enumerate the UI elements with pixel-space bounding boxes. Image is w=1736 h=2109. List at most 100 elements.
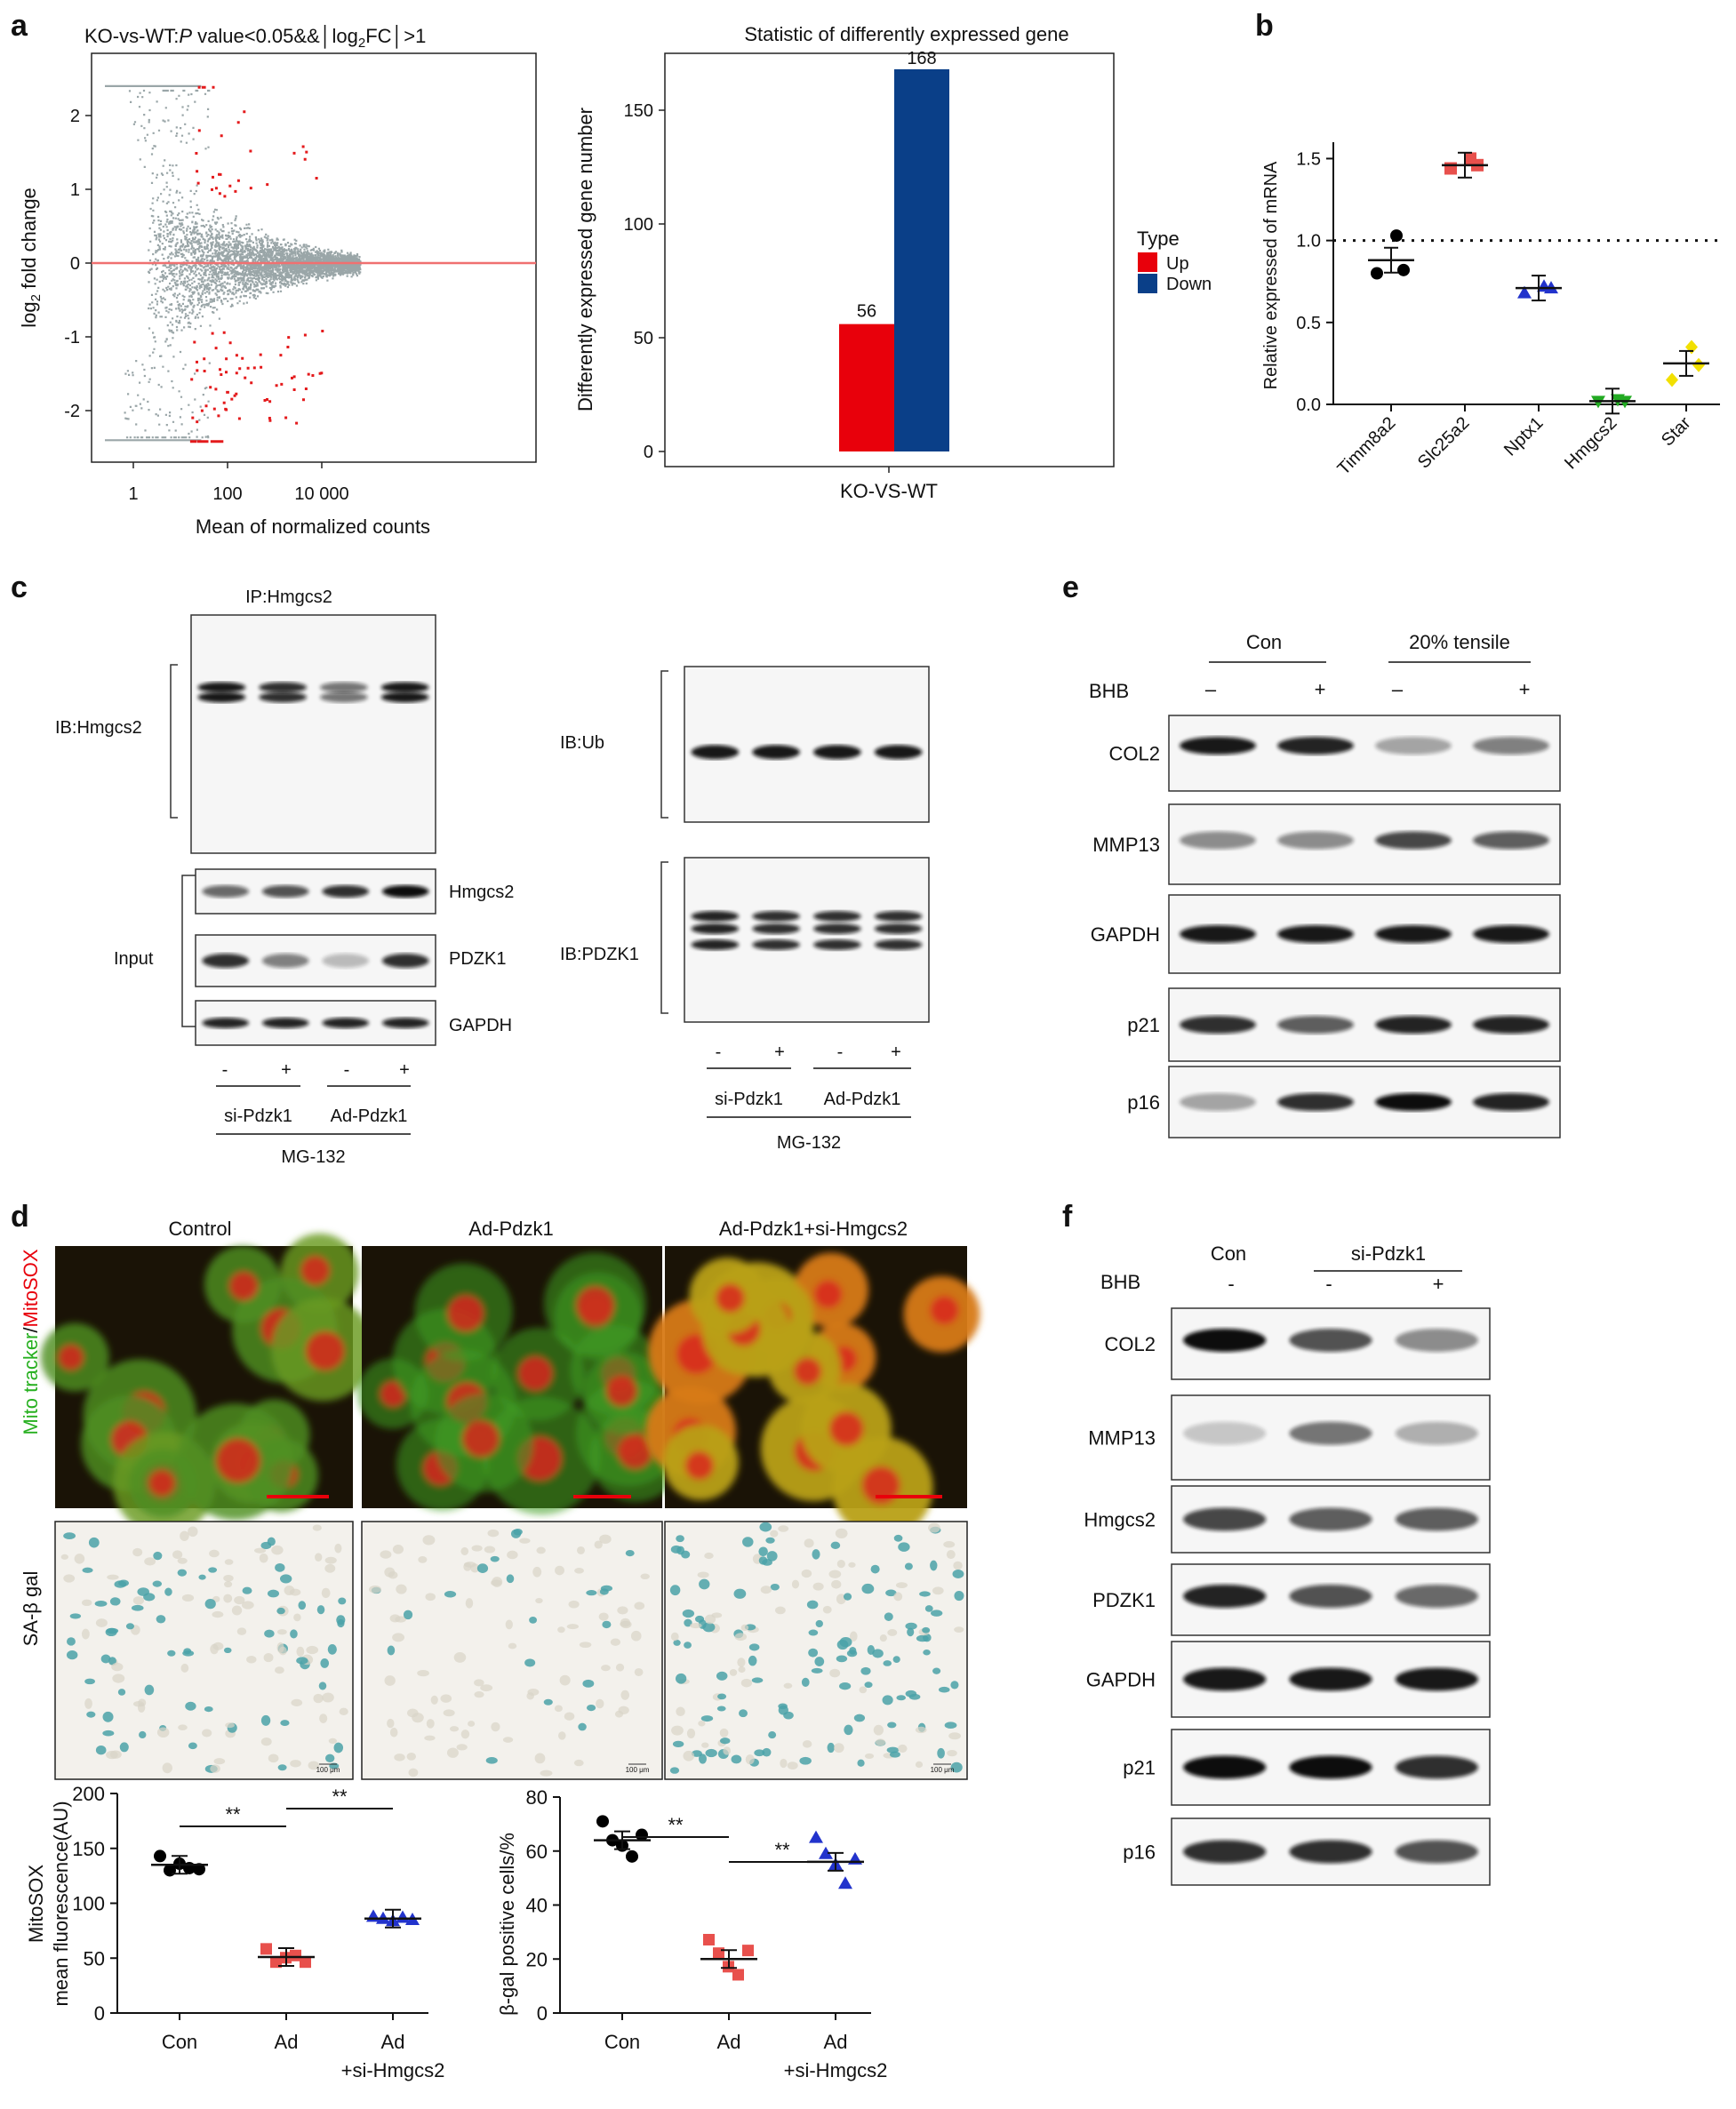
- sa-gal-cell: [277, 1764, 287, 1771]
- qpcr-y-tick-label: 0.0: [1296, 395, 1321, 415]
- sa-gal-cell: [476, 1563, 489, 1573]
- sa-gal-cell: [535, 1597, 543, 1604]
- sa-gal-cell: [95, 1618, 108, 1627]
- sa-gal-cell: [931, 1610, 943, 1617]
- sa-gal-cell: [833, 1743, 844, 1754]
- input-pdzk1-blot-band: [202, 954, 250, 968]
- sa-gal-cell: [555, 1565, 564, 1576]
- sa-gal-cell: [720, 1738, 731, 1745]
- sa-gal-cell: [733, 1588, 747, 1599]
- sa-gal-cell: [873, 1724, 884, 1736]
- sa-gal-cell: [783, 1711, 794, 1720]
- beta-gal-y-tick-label: 20: [526, 1948, 548, 1970]
- input-hmgcs2-blot: [195, 868, 436, 915]
- ib-pdzk1-blot-band: [752, 939, 800, 950]
- ip-hmgcs2-blot-band: [320, 691, 368, 703]
- e-blot-row-band: [1277, 1016, 1354, 1034]
- sa-gal-cell: [717, 1693, 727, 1700]
- sa-gal-cell: [676, 1535, 684, 1543]
- sa-gal-cell: [836, 1560, 845, 1569]
- sa-gal-cell: [210, 1764, 220, 1773]
- sa-gal-cell: [704, 1552, 714, 1560]
- sa-gal-cell: [574, 1568, 584, 1574]
- sa-gal-cell: [848, 1562, 856, 1568]
- sa-gal-cell: [312, 1524, 322, 1531]
- sa-gal-cell: [682, 1609, 695, 1618]
- sa-gal-cell: [109, 1597, 121, 1606]
- sa-gal-cell: [384, 1567, 396, 1578]
- sa-gal-cell: [172, 1550, 183, 1560]
- sa-gal-cell: [719, 1728, 729, 1738]
- ip-hmgcs2-blot-band: [320, 682, 368, 693]
- sa-gal-cell: [107, 1574, 119, 1580]
- sa-gal-cell: [86, 1711, 96, 1718]
- lane-sign: -: [716, 1043, 722, 1062]
- ib-pdzk1-blot-band: [752, 911, 800, 922]
- f-row-label: Hmgcs2: [1084, 1509, 1156, 1531]
- ma-y-tick-label: 1: [70, 180, 80, 200]
- sa-gal-cell: [946, 1550, 956, 1560]
- ib-pdzk1-blot-band: [691, 939, 740, 950]
- f-row-label: p16: [1123, 1841, 1156, 1864]
- beta-gal-x-label: Ad: [717, 2031, 741, 2053]
- sa-gal-cell: [774, 1606, 786, 1615]
- qpcr-y-axis-label: Relative expressed of mRNA: [1261, 161, 1281, 389]
- sa-gal-cell: [63, 1574, 76, 1583]
- sa-gal-cell: [69, 1613, 82, 1619]
- row-label-mito: Mito tracker/MitoSOX: [20, 1249, 42, 1434]
- lane-sign: +: [774, 1043, 785, 1062]
- sa-gal-cell: [460, 1730, 470, 1739]
- sa-gal-cell: [315, 1553, 323, 1562]
- f-blot-row: [1171, 1485, 1491, 1554]
- sa-gal-cell: [456, 1744, 468, 1751]
- e-blot-strips: – + – + COL2 MMP13 GAPDH p21 p16: [1091, 678, 1561, 1138]
- sa-gal-cell: [928, 1522, 940, 1533]
- input-gapdh-blot-band: [381, 1018, 429, 1028]
- legend-swatch-up: [1138, 252, 1157, 272]
- qpcr-y-tick-label: 1.0: [1296, 232, 1321, 252]
- sa-gal-cell: [224, 1581, 233, 1588]
- sa-gal-cell: [751, 1677, 764, 1683]
- qpcr-marks: [1368, 151, 1709, 415]
- sa-gal-cell: [143, 1593, 156, 1602]
- sa-gal-cell: [284, 1586, 295, 1595]
- sa-gal-cell: [208, 1567, 218, 1573]
- sa-gal-cell: [943, 1541, 956, 1548]
- confocal-nucleus: [148, 1470, 175, 1497]
- e-row-label: p16: [1127, 1091, 1160, 1114]
- sa-gal-cell: [954, 1626, 964, 1633]
- confocal-nucleus: [861, 1466, 900, 1505]
- sa-gal-cell: [615, 1663, 625, 1672]
- beta-gal-point: [742, 1945, 754, 1957]
- sa-gal-cell: [922, 1626, 931, 1634]
- sa-gal-cell: [474, 1691, 484, 1698]
- sa-gal-cell: [804, 1538, 814, 1548]
- ib-pdzk1-blot-band: [874, 911, 923, 922]
- ip-hmgcs2-blot: [190, 614, 436, 854]
- sa-gal-cell: [152, 1580, 163, 1587]
- mg132-label: MG-132: [777, 1133, 841, 1153]
- sa-gal-cell: [271, 1545, 284, 1555]
- sa-gal-cell: [758, 1556, 768, 1565]
- input-pdzk1-blot-band: [381, 954, 429, 968]
- sa-gal-cell: [322, 1692, 334, 1703]
- sa-gal-cell: [394, 1754, 405, 1761]
- ib-pdzk1-blot-band: [874, 939, 923, 950]
- sa-gal-cell: [138, 1698, 147, 1707]
- sa-gal-cell: [204, 1706, 213, 1713]
- co-ip-left-blots: [190, 614, 436, 1046]
- e-bhb-sign: –: [1392, 678, 1404, 700]
- sa-gal-cell: [88, 1537, 100, 1548]
- e-tensile-label: 20% tensile: [1409, 631, 1510, 653]
- sa-gal-cell: [387, 1645, 396, 1656]
- legend-label-down: Down: [1166, 275, 1212, 294]
- sa-gal-cell: [291, 1698, 303, 1706]
- mitosox-x-label: Ad: [381, 2031, 405, 2053]
- input-gapdh-blot: [195, 1000, 436, 1046]
- sa-gal-cell: [100, 1654, 111, 1664]
- sa-gal-cell: [812, 1549, 820, 1560]
- sa-gal-cell: [923, 1633, 932, 1642]
- sa-gal-cell: [510, 1529, 522, 1538]
- sa-gal-cell: [898, 1542, 910, 1552]
- ip-hmgcs2-blot-band: [197, 691, 246, 703]
